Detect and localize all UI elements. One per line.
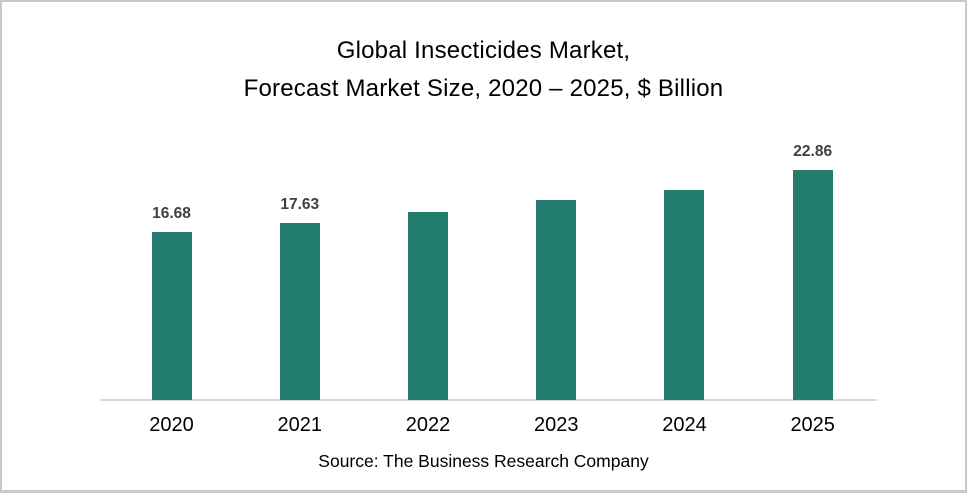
x-tick-2023: 2023: [533, 414, 579, 436]
chart-title: Global Insecticides Market, Forecast Mar…: [2, 32, 965, 108]
bar-2022: [407, 212, 448, 400]
bar-value-label-2020: 16.68: [152, 205, 191, 222]
source-note: Source: The Business Research Company: [318, 451, 649, 471]
bar-value-label-2025: 22.86: [793, 143, 833, 160]
bar-2023: [536, 200, 577, 400]
x-tick-2024: 2024: [662, 414, 707, 436]
chart-title-line2: Forecast Market Size, 2020 – 2025, $ Bil…: [243, 75, 724, 102]
x-tick-2020: 2020: [149, 414, 194, 436]
bar-value-label-2021: 17.63: [280, 196, 320, 213]
bar-2021: [279, 223, 320, 400]
x-tick-2025: 2025: [790, 414, 835, 436]
bar-2025: [792, 170, 833, 400]
bar-2024: [664, 190, 705, 400]
bar-2020: [151, 232, 192, 400]
x-tick-2022: 2022: [405, 414, 451, 436]
x-tick-2021: 2021: [277, 414, 322, 436]
chart-title-line1: Global Insecticides Market,: [336, 37, 631, 64]
x-axis-line: [100, 399, 877, 401]
